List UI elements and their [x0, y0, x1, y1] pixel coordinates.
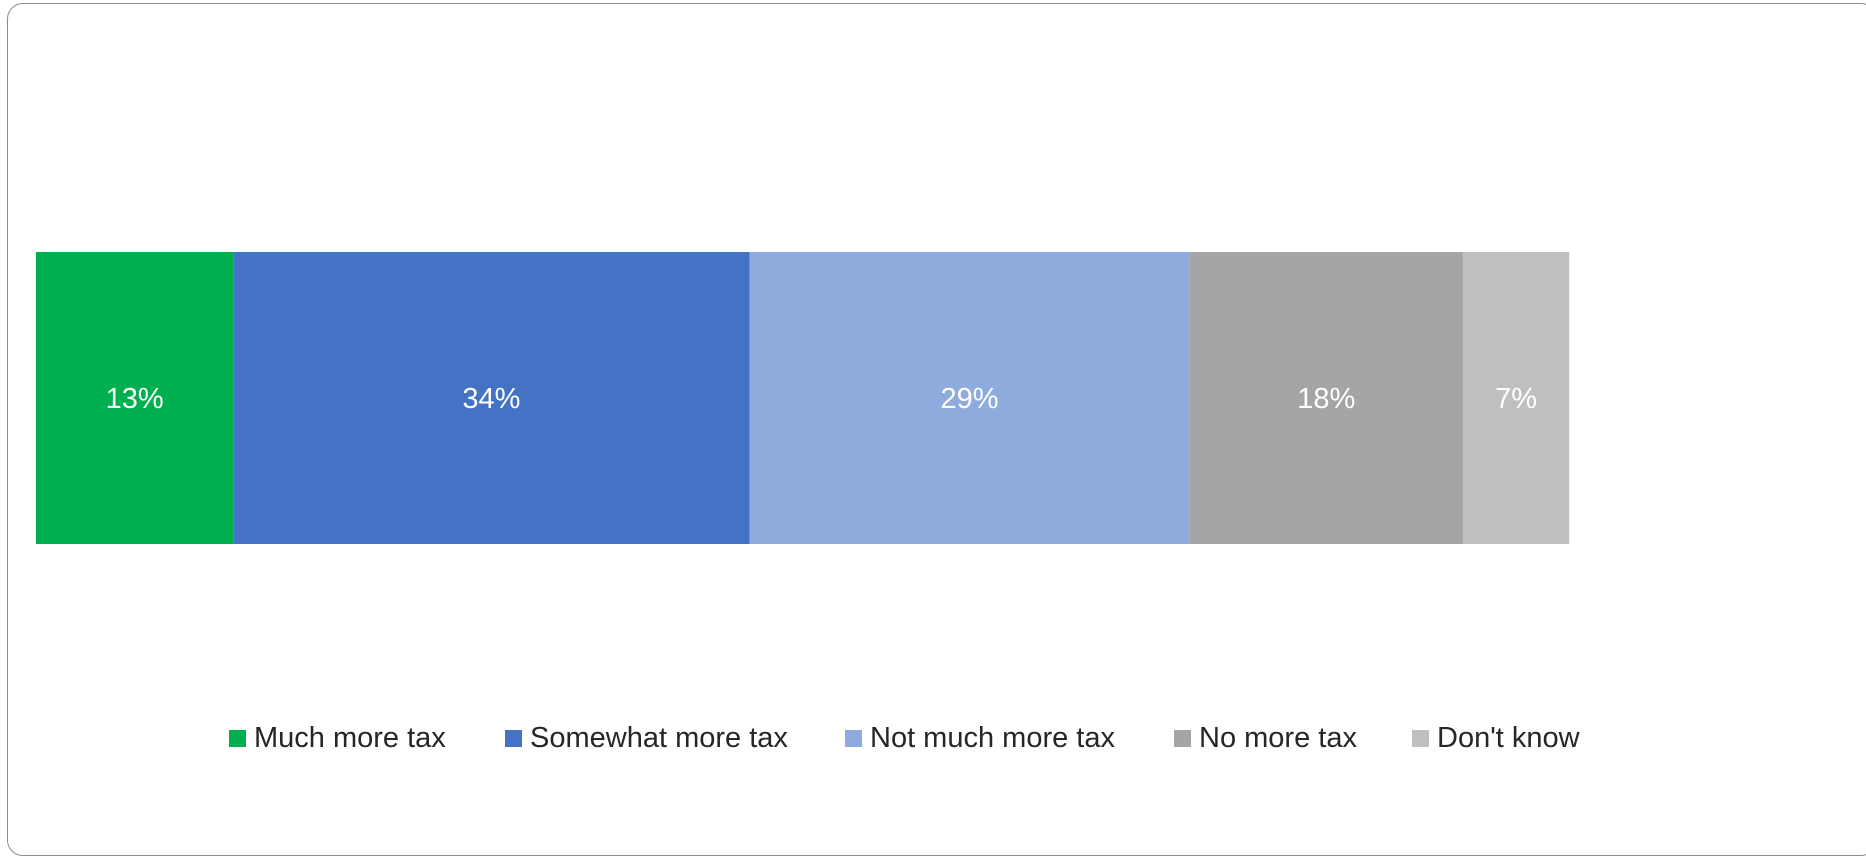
bar-group: [36, 252, 1570, 544]
legend-item-not-much-more-tax: Not much more tax: [845, 718, 1115, 758]
data-label-group: 13% 34% 29% 18% 7%: [106, 383, 1537, 415]
legend-item-much-more-tax: Much more tax: [229, 718, 446, 758]
bar-segment-no-more-tax: [1189, 252, 1463, 544]
data-label-somewhat-more-tax: 34%: [462, 383, 520, 415]
legend: Much more tax Somewhat more tax Not much m…: [0, 718, 1600, 758]
legend-swatch-not-much-more-tax: [845, 729, 862, 747]
bar-segment-somewhat-more-tax: [233, 252, 750, 544]
data-label-don-t-know: 7%: [1495, 383, 1537, 415]
legend-swatch-much-more-tax: [229, 729, 246, 747]
data-label-much-more-tax: 13%: [106, 383, 164, 415]
legend-label-much-more-tax: Much more tax: [254, 721, 446, 754]
legend-swatch-no-more-tax: [1174, 729, 1191, 747]
legend-item-somewhat-more-tax: Somewhat more tax: [505, 718, 788, 758]
data-label-no-more-tax: 18%: [1297, 383, 1355, 415]
data-label-not-much-more-tax: 29%: [941, 383, 999, 415]
legend-swatch-don-t-know: [1412, 729, 1429, 747]
legend-label-somewhat-more-tax: Somewhat more tax: [530, 721, 788, 754]
legend-label-not-much-more-tax: Not much more tax: [870, 721, 1115, 754]
legend-label-no-more-tax: No more tax: [1199, 721, 1357, 754]
legend-item-don-t-know: Don't know: [1412, 718, 1580, 758]
legend-item-no-more-tax: No more tax: [1174, 718, 1357, 758]
legend-swatch-somewhat-more-tax: [505, 729, 522, 747]
legend-label-don-t-know: Don't know: [1437, 721, 1580, 754]
bar-segment-don-t-know: [1462, 252, 1570, 544]
bar-segment-not-much-more-tax: [749, 252, 1190, 544]
bar-segment-much-more-tax: [36, 252, 234, 544]
